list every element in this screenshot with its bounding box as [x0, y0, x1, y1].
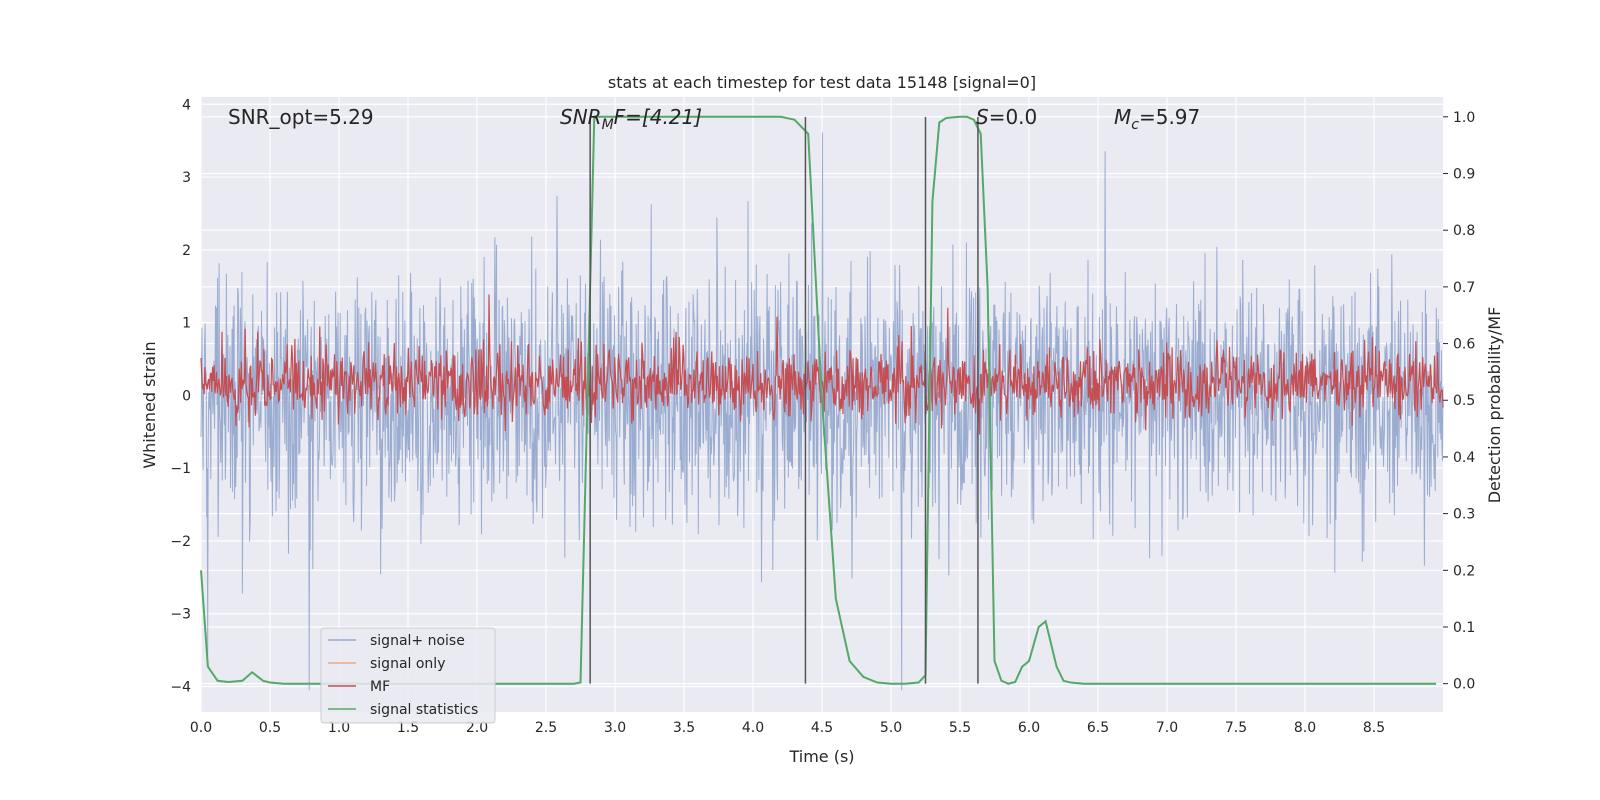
- x-tick-label: 7.0: [1156, 720, 1178, 736]
- x-tick-label: 2.0: [466, 720, 488, 736]
- y-tick-label: 4: [182, 97, 191, 113]
- x-tick-label: 6.5: [1087, 720, 1109, 736]
- annotation-snr-mf-sub: M: [602, 117, 614, 133]
- x-tick-label: 5.5: [949, 720, 971, 736]
- x-tick-label: 4.5: [811, 720, 833, 736]
- y2-tick-label: 0.5: [1453, 393, 1475, 409]
- annotation-snr-mf-rest: F=[4.21]: [614, 105, 702, 129]
- annotation-mc-main: M: [1114, 105, 1131, 129]
- y-axis-ticks: 4 3 2 1 0 −1 −2 −3 −4: [170, 97, 191, 695]
- x-tick-label: 5.0: [880, 720, 902, 736]
- y2-axis-label: Detection probability/MF: [1485, 307, 1504, 504]
- y2-tick-label: 0.7: [1453, 280, 1475, 296]
- x-tick-label: 0.0: [190, 720, 212, 736]
- annotation-s: S=0.0: [976, 105, 1037, 129]
- y2-tick-label: 0.2: [1453, 563, 1475, 579]
- x-tick-label: 1.0: [328, 720, 350, 736]
- y-axis-label: Whitened strain: [140, 341, 159, 468]
- annotation-snr-mf-main: SNR: [560, 105, 602, 129]
- y-tick-label: 2: [182, 243, 191, 259]
- x-axis-label: Time (s): [788, 747, 854, 766]
- legend-label-signal-statistics: signal statistics: [370, 702, 478, 718]
- detection-markers: [589, 116, 979, 684]
- y2-tick-label: 0.8: [1453, 223, 1475, 239]
- x-tick-label: 8.5: [1363, 720, 1385, 736]
- y2-tick-label: 1.0: [1453, 110, 1475, 126]
- y2-axis-ticks: 1.0 0.9 0.8 0.7 0.6 0.5 0.4 0.3 0.2 0.1 0.0: [1443, 110, 1475, 693]
- annotation-mc: Mc=5.97: [1114, 105, 1200, 133]
- y2-tick-label: 0.9: [1453, 167, 1475, 183]
- x-tick-label: 3.5: [673, 720, 695, 736]
- chart-title: stats at each timestep for test data 151…: [608, 73, 1036, 92]
- annotation-s-main: S: [976, 105, 989, 129]
- y2-tick-label: 0.1: [1453, 620, 1475, 636]
- legend: signal+ noise signal only MF signal stat…: [320, 627, 496, 724]
- annotation-mc-rest: =5.97: [1139, 105, 1200, 129]
- x-tick-label: 0.5: [259, 720, 281, 736]
- x-tick-label: 3.0: [604, 720, 626, 736]
- legend-box: [320, 627, 496, 724]
- y2-tick-label: 0.3: [1453, 507, 1475, 523]
- x-tick-label: 8.0: [1294, 720, 1316, 736]
- y-tick-label: 0: [182, 388, 191, 404]
- x-axis-ticks: 0.0 0.5 1.0 1.5 2.0 2.5 3.0 3.5 4.0 4.5 5.0 5.5 6.0 6…: [190, 720, 1385, 736]
- annotation-snr-opt: SNR_opt=5.29: [228, 105, 374, 129]
- y-tick-label: −1: [170, 461, 191, 477]
- annotation-snr-mf: SNRMF=[4.21]: [560, 105, 702, 133]
- y-tick-label: −2: [170, 534, 191, 550]
- y-tick-label: −3: [170, 607, 191, 623]
- x-tick-label: 4.0: [742, 720, 764, 736]
- legend-label-signal-noise: signal+ noise: [370, 633, 465, 649]
- y-tick-label: −4: [170, 680, 191, 696]
- y2-tick-label: 0.4: [1453, 450, 1475, 466]
- y-tick-label: 1: [182, 316, 191, 332]
- y2-tick-label: 0.6: [1453, 337, 1475, 353]
- legend-label-signal-only: signal only: [370, 656, 445, 672]
- y2-tick-label: 0.0: [1453, 677, 1475, 693]
- x-tick-label: 7.5: [1225, 720, 1247, 736]
- x-tick-label: 2.5: [535, 720, 557, 736]
- x-tick-label: 1.5: [397, 720, 419, 736]
- y-tick-label: 3: [182, 170, 191, 186]
- legend-label-mf: MF: [370, 679, 390, 695]
- annotation-s-rest: =0.0: [989, 105, 1038, 129]
- annotation-mc-sub: c: [1131, 117, 1139, 133]
- x-tick-label: 6.0: [1018, 720, 1040, 736]
